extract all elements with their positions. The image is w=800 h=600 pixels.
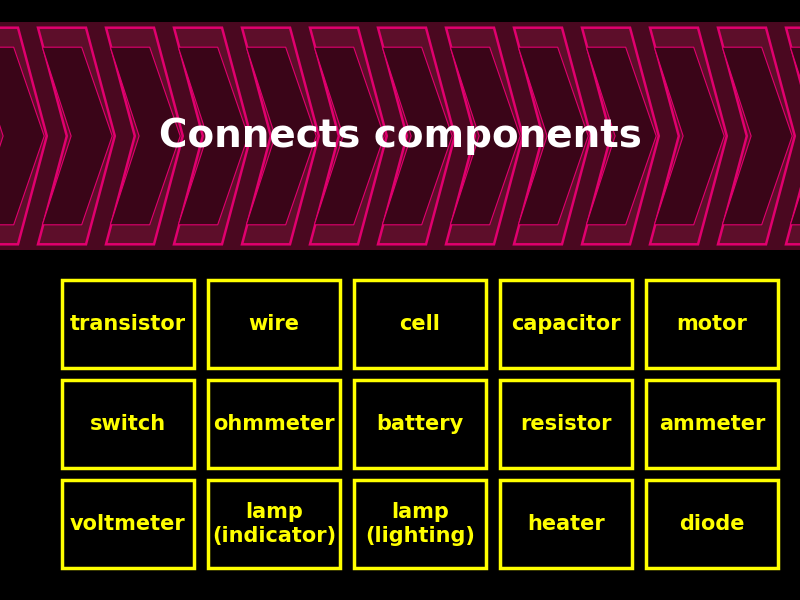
Text: ammeter: ammeter bbox=[659, 414, 765, 434]
Text: battery: battery bbox=[376, 414, 464, 434]
Polygon shape bbox=[314, 47, 384, 225]
Text: resistor: resistor bbox=[520, 414, 612, 434]
Bar bbox=[62, 380, 194, 468]
Polygon shape bbox=[514, 28, 590, 244]
Text: Connects components: Connects components bbox=[158, 117, 642, 155]
Bar bbox=[500, 280, 632, 368]
Polygon shape bbox=[518, 47, 588, 225]
Text: lamp
(indicator): lamp (indicator) bbox=[212, 502, 336, 547]
Polygon shape bbox=[722, 47, 792, 225]
Polygon shape bbox=[246, 47, 316, 225]
Polygon shape bbox=[378, 28, 454, 244]
Bar bbox=[208, 280, 340, 368]
Bar bbox=[354, 280, 486, 368]
Bar bbox=[354, 380, 486, 468]
Text: switch: switch bbox=[90, 414, 166, 434]
Polygon shape bbox=[654, 47, 724, 225]
Polygon shape bbox=[310, 28, 387, 244]
Polygon shape bbox=[790, 47, 800, 225]
Bar bbox=[208, 480, 340, 568]
Polygon shape bbox=[106, 28, 182, 244]
Bar bbox=[500, 380, 632, 468]
Polygon shape bbox=[0, 28, 46, 244]
Text: capacitor: capacitor bbox=[511, 314, 621, 334]
Text: heater: heater bbox=[527, 514, 605, 534]
Bar bbox=[62, 480, 194, 568]
Polygon shape bbox=[450, 47, 520, 225]
Polygon shape bbox=[242, 28, 318, 244]
Text: transistor: transistor bbox=[70, 314, 186, 334]
Bar bbox=[646, 280, 778, 368]
Bar bbox=[500, 480, 632, 568]
Polygon shape bbox=[42, 47, 112, 225]
Text: lamp
(lighting): lamp (lighting) bbox=[365, 502, 475, 547]
Text: ohmmeter: ohmmeter bbox=[213, 414, 335, 434]
Text: voltmeter: voltmeter bbox=[70, 514, 186, 534]
Bar bbox=[208, 380, 340, 468]
Bar bbox=[646, 380, 778, 468]
Polygon shape bbox=[178, 47, 248, 225]
Polygon shape bbox=[786, 28, 800, 244]
Bar bbox=[0, 22, 800, 250]
Polygon shape bbox=[0, 47, 44, 225]
Polygon shape bbox=[38, 28, 115, 244]
Bar bbox=[354, 480, 486, 568]
Text: motor: motor bbox=[677, 314, 747, 334]
Text: wire: wire bbox=[249, 314, 299, 334]
Polygon shape bbox=[650, 28, 726, 244]
Text: diode: diode bbox=[679, 514, 745, 534]
Polygon shape bbox=[446, 28, 523, 244]
Polygon shape bbox=[110, 47, 180, 225]
Polygon shape bbox=[174, 28, 251, 244]
Bar bbox=[62, 280, 194, 368]
Polygon shape bbox=[582, 28, 659, 244]
Text: cell: cell bbox=[399, 314, 441, 334]
Polygon shape bbox=[382, 47, 452, 225]
Polygon shape bbox=[718, 28, 794, 244]
Bar bbox=[646, 480, 778, 568]
Polygon shape bbox=[586, 47, 656, 225]
